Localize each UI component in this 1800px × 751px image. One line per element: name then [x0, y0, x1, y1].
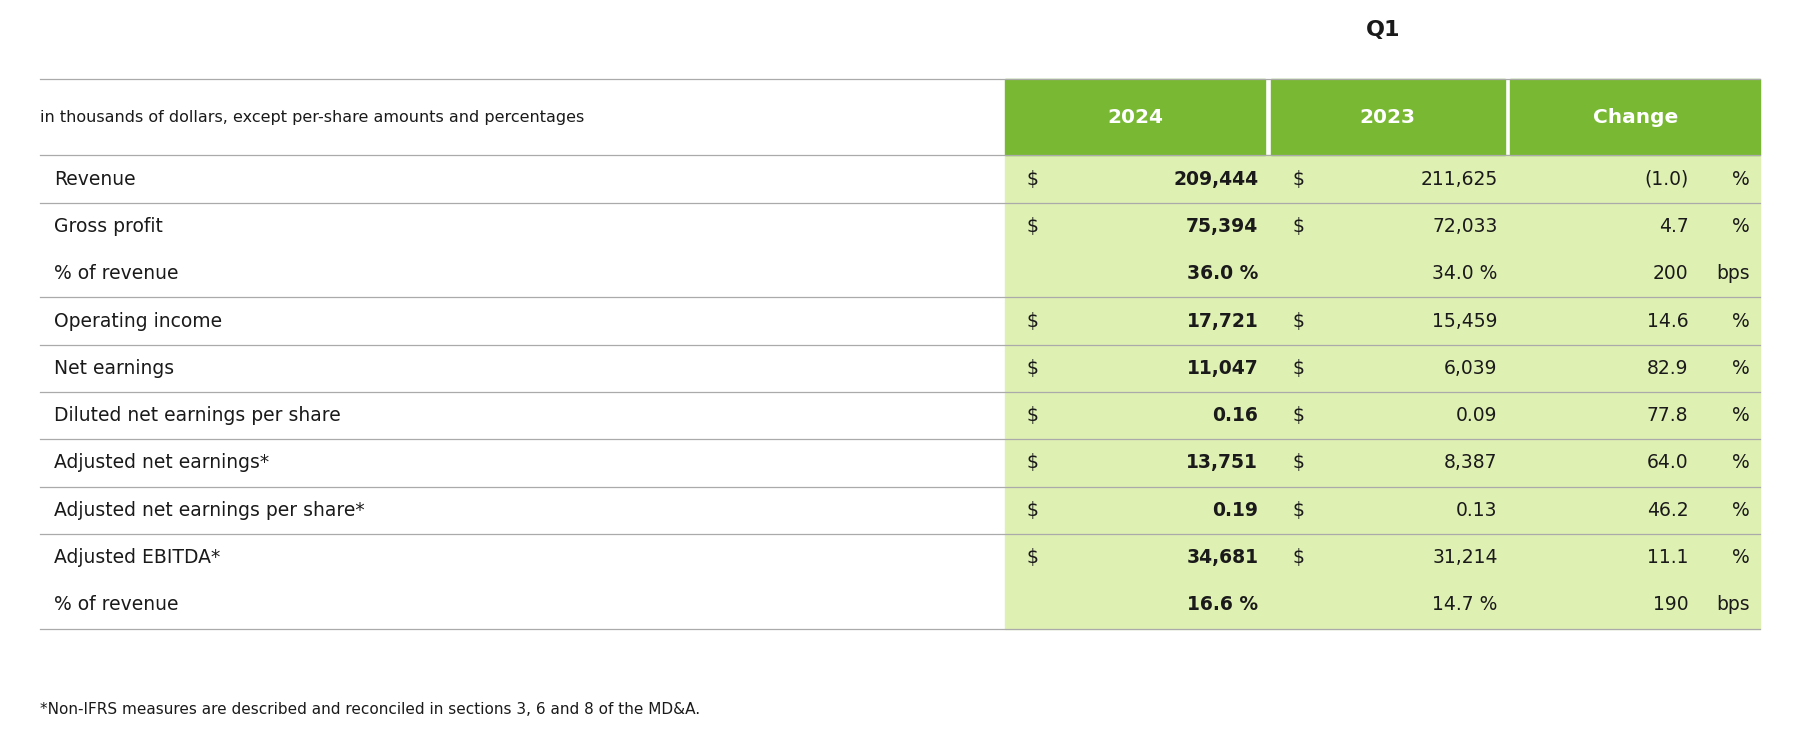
Bar [1004, 79, 1265, 155]
Text: 15,459: 15,459 [1433, 312, 1498, 330]
Text: 0.09: 0.09 [1456, 406, 1498, 425]
Text: 14.7 %: 14.7 % [1433, 596, 1498, 614]
Text: 36.0 %: 36.0 % [1186, 264, 1258, 283]
Text: 8,387: 8,387 [1444, 454, 1498, 472]
Text: $: $ [1292, 217, 1305, 236]
Text: 2023: 2023 [1359, 107, 1417, 127]
Text: $: $ [1292, 501, 1305, 520]
Text: 46.2: 46.2 [1647, 501, 1688, 520]
Text: 72,033: 72,033 [1433, 217, 1498, 236]
Text: 16.6 %: 16.6 % [1186, 596, 1258, 614]
Text: bps: bps [1715, 264, 1750, 283]
Text: %: % [1732, 217, 1750, 236]
Text: Operating income: Operating income [54, 312, 221, 330]
Text: Gross profit: Gross profit [54, 217, 162, 236]
Bar [1004, 534, 1760, 581]
Text: 34,681: 34,681 [1186, 548, 1258, 567]
Text: in thousands of dollars, except per-share amounts and percentages: in thousands of dollars, except per-shar… [40, 110, 583, 125]
Text: $: $ [1026, 548, 1039, 567]
Text: Diluted net earnings per share: Diluted net earnings per share [54, 406, 340, 425]
Text: $: $ [1292, 359, 1305, 378]
Text: Adjusted EBITDA*: Adjusted EBITDA* [54, 548, 220, 567]
Text: 31,214: 31,214 [1433, 548, 1498, 567]
Text: $: $ [1026, 406, 1039, 425]
Text: $: $ [1292, 454, 1305, 472]
Text: 14.6: 14.6 [1647, 312, 1688, 330]
Text: Adjusted net earnings*: Adjusted net earnings* [54, 454, 270, 472]
Text: (1.0): (1.0) [1643, 170, 1688, 189]
Text: %: % [1732, 406, 1750, 425]
Text: Q1: Q1 [1366, 20, 1400, 40]
Text: Revenue: Revenue [54, 170, 135, 189]
Text: 2024: 2024 [1107, 107, 1163, 127]
Text: Adjusted net earnings per share*: Adjusted net earnings per share* [54, 501, 365, 520]
Text: % of revenue: % of revenue [54, 596, 178, 614]
Text: 0.13: 0.13 [1456, 501, 1498, 520]
Bar [1004, 203, 1760, 250]
Bar [1004, 487, 1760, 534]
Bar [1004, 345, 1760, 392]
Text: 6,039: 6,039 [1444, 359, 1498, 378]
Bar [1004, 297, 1760, 345]
Text: 209,444: 209,444 [1174, 170, 1258, 189]
Text: $: $ [1292, 312, 1305, 330]
Bar [1004, 581, 1760, 629]
Text: $: $ [1292, 548, 1305, 567]
Text: %: % [1732, 501, 1750, 520]
Text: %: % [1732, 312, 1750, 330]
Text: 0.19: 0.19 [1211, 501, 1258, 520]
Text: 4.7: 4.7 [1658, 217, 1688, 236]
Text: 211,625: 211,625 [1420, 170, 1498, 189]
Text: $: $ [1026, 312, 1039, 330]
Text: $: $ [1026, 217, 1039, 236]
Text: % of revenue: % of revenue [54, 264, 178, 283]
Text: 13,751: 13,751 [1186, 454, 1258, 472]
Bar [1510, 79, 1760, 155]
Bar [1271, 79, 1505, 155]
Text: %: % [1732, 548, 1750, 567]
Text: 17,721: 17,721 [1186, 312, 1258, 330]
Text: 11.1: 11.1 [1647, 548, 1688, 567]
Text: 0.16: 0.16 [1213, 406, 1258, 425]
Text: 190: 190 [1652, 596, 1688, 614]
Text: 64.0: 64.0 [1647, 454, 1688, 472]
Text: %: % [1732, 454, 1750, 472]
Text: bps: bps [1715, 596, 1750, 614]
Text: $: $ [1026, 170, 1039, 189]
Text: Change: Change [1593, 107, 1678, 127]
Text: 82.9: 82.9 [1647, 359, 1688, 378]
Text: 77.8: 77.8 [1647, 406, 1688, 425]
Bar [1004, 392, 1760, 439]
Bar [1004, 155, 1760, 203]
Text: %: % [1732, 359, 1750, 378]
Text: %: % [1732, 170, 1750, 189]
Text: 75,394: 75,394 [1186, 217, 1258, 236]
Text: 11,047: 11,047 [1186, 359, 1258, 378]
Text: 200: 200 [1652, 264, 1688, 283]
Text: *Non-IFRS measures are described and reconciled in sections 3, 6 and 8 of the MD: *Non-IFRS measures are described and rec… [40, 702, 700, 717]
Text: $: $ [1026, 359, 1039, 378]
Text: $: $ [1292, 406, 1305, 425]
Text: Net earnings: Net earnings [54, 359, 175, 378]
Text: $: $ [1026, 501, 1039, 520]
Bar [1004, 250, 1760, 297]
Text: 34.0 %: 34.0 % [1433, 264, 1498, 283]
Text: $: $ [1292, 170, 1305, 189]
Bar [1004, 439, 1760, 487]
Text: $: $ [1026, 454, 1039, 472]
